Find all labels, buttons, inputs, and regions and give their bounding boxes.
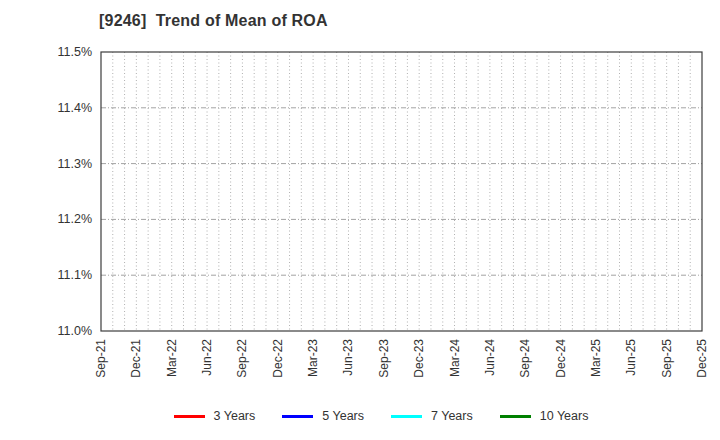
x-tick-label: Mar-23 <box>306 339 320 377</box>
legend: 3 Years 5 Years 7 Years 10 Years <box>0 409 720 423</box>
x-tick-label: Sep-23 <box>377 339 391 378</box>
legend-label-5-years: 5 Years <box>322 409 364 423</box>
x-tick-label: Sep-24 <box>518 339 532 378</box>
legend-line-5-years <box>282 415 313 418</box>
plot-area: 11.0% 11.1% 11.2% 11.3% 11.4% 11.5% Sep-21 Dec-… <box>0 0 720 440</box>
legend-line-10-years <box>500 415 531 418</box>
y-tick-label: 11.5% <box>57 45 92 59</box>
x-tick-label: Sep-22 <box>235 339 249 378</box>
x-tick-label: Jun-25 <box>624 339 638 376</box>
legend-label-3-years: 3 Years <box>214 409 256 423</box>
x-tick-label: Jun-22 <box>200 339 214 376</box>
legend-item-7-years: 7 Years <box>391 409 473 423</box>
x-tick-label: Dec-21 <box>129 339 143 378</box>
x-tick-label: Mar-24 <box>448 339 462 377</box>
legend-item-3-years: 3 Years <box>174 409 256 423</box>
legend-line-3-years <box>174 415 205 418</box>
roa-trend-chart: [9246] Trend of Mean of ROA 11.0%11.1%11… <box>0 0 720 440</box>
legend-line-7-years <box>391 415 422 418</box>
x-tick-label: Dec-24 <box>554 339 568 378</box>
x-tick-label: Mar-25 <box>589 339 603 377</box>
y-tick-label: 11.4% <box>57 101 92 115</box>
y-tick-label: 11.1% <box>57 268 92 282</box>
y-tick-label: 11.2% <box>57 212 92 226</box>
x-tick-label: Dec-25 <box>695 339 709 378</box>
y-tick-label: 11.3% <box>57 157 92 171</box>
x-tick-label: Jun-24 <box>483 339 497 376</box>
legend-item-5-years: 5 Years <box>282 409 364 423</box>
x-tick-label: Dec-23 <box>412 339 426 378</box>
x-tick-label: Dec-22 <box>271 339 285 378</box>
plot-border <box>101 52 702 331</box>
legend-item-10-years: 10 Years <box>500 409 589 423</box>
x-tick-label: Sep-25 <box>660 339 674 378</box>
x-tick-label: Sep-21 <box>94 339 108 378</box>
legend-label-7-years: 7 Years <box>431 409 473 423</box>
x-tick-label: Mar-22 <box>165 339 179 377</box>
legend-label-10-years: 10 Years <box>540 409 589 423</box>
y-tick-label: 11.0% <box>57 324 92 338</box>
x-tick-label: Jun-23 <box>341 339 355 376</box>
